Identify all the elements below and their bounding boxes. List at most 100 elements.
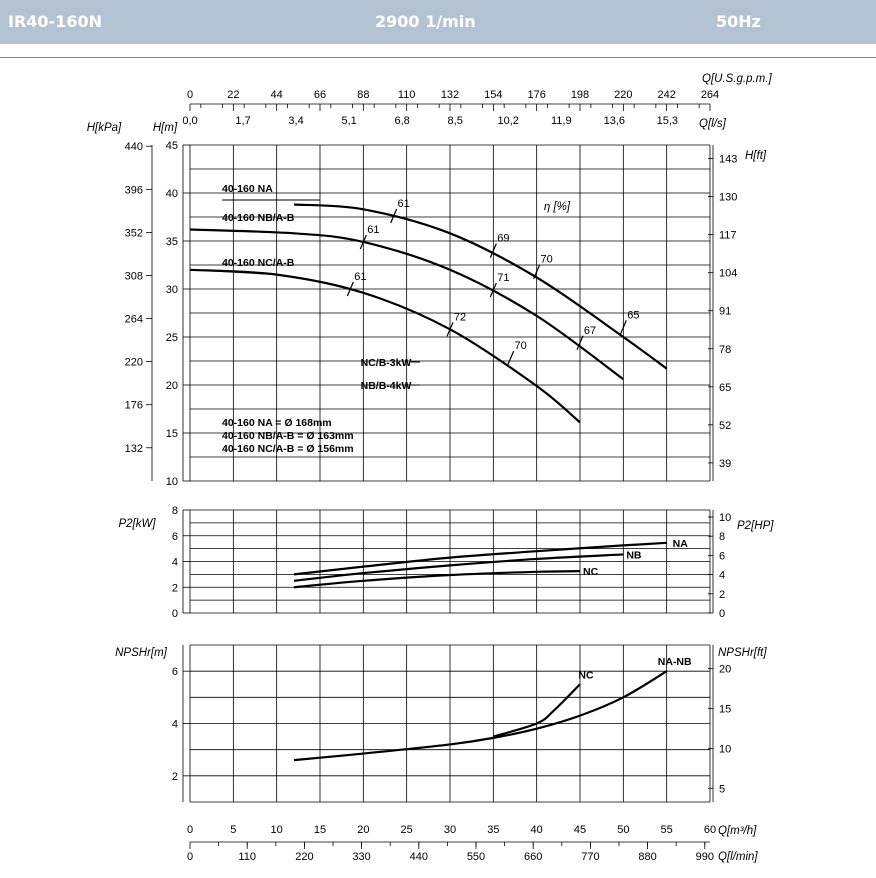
npsh-curve-nc (493, 683, 581, 738)
power-curve-nc (293, 570, 581, 589)
h-kpa-tick-label: 176 (125, 400, 143, 412)
efficiency-mark (507, 350, 515, 366)
npsh-ft-unit-label: NPSHr[ft] (718, 647, 767, 659)
efficiency-mark (489, 243, 497, 258)
efficiency-label: 70 (541, 254, 553, 266)
h-m-tick-label: 20 (166, 380, 178, 392)
ls-tick-label: 6,8 (395, 115, 410, 127)
h-kpa-tick-label: 264 (125, 314, 143, 326)
p2-hp-tick-label: 6 (719, 550, 725, 562)
m3h-tick-label: 45 (574, 824, 586, 836)
motor-label-nb: NB/B-4kW (361, 380, 412, 392)
h-ft-tick-label: 65 (719, 382, 731, 394)
p2-kw-tick-label: 0 (172, 608, 178, 620)
p2-hp-tick-label: 0 (719, 608, 725, 620)
efficiency-mark (390, 208, 398, 224)
power-label-nc: NC (583, 566, 599, 578)
ls-tick-label: 8,5 (448, 115, 463, 127)
npsh-m-tick-label: 4 (172, 719, 178, 731)
nb-lead-line (189, 228, 295, 234)
h-ft-tick-label: 104 (719, 268, 737, 280)
power-curve-na (293, 541, 667, 576)
lmin-tick-label: 770 (581, 851, 599, 863)
efficiency-label: 65 (627, 309, 639, 321)
usgpm-tick-label: 66 (314, 89, 326, 101)
h-kpa-tick-label: 220 (125, 357, 143, 369)
p2-hp-tick-label: 4 (719, 570, 725, 582)
header-bar: IR40-160N 2900 1/min 50Hz (0, 0, 876, 44)
h-kpa-unit-label: H[kPa] (87, 122, 122, 134)
h-ft-tick-label: 78 (719, 344, 731, 356)
usgpm-tick-label: 132 (441, 89, 459, 101)
npsh-label-na-nb: NA-NB (658, 656, 692, 668)
efficiency-mark (359, 234, 367, 250)
p2-kw-tick-label: 2 (172, 582, 178, 594)
p2-hp-tick-label: 8 (719, 531, 725, 543)
m3h-tick-label: 25 (401, 824, 413, 836)
lmin-tick-label: 220 (295, 851, 313, 863)
npsh-curve-na-nb (293, 670, 668, 762)
efficiency-label: 72 (454, 311, 466, 323)
pump-speed: 2900 1/min (375, 12, 476, 31)
pump-frequency: 50Hz (716, 12, 761, 31)
npsh-m-tick-label: 6 (172, 666, 178, 678)
lmin-tick-label: 0 (187, 851, 193, 863)
h-ft-tick-label: 130 (719, 192, 737, 204)
usgpm-tick-label: 110 (398, 89, 416, 101)
h-m-tick-label: 45 (166, 140, 178, 152)
h-m-tick-label: 40 (166, 188, 178, 200)
usgpm-unit-label: Q[U.S.g.p.m.] (702, 73, 772, 85)
usgpm-tick-label: 88 (357, 89, 369, 101)
ls-tick-label: 13,6 (604, 115, 625, 127)
h-ft-tick-label: 117 (719, 230, 737, 242)
efficiency-mark (346, 281, 354, 297)
efficiency-mark (533, 264, 541, 279)
h-m-tick-label: 30 (166, 284, 178, 296)
efficiency-label: 61 (398, 198, 410, 210)
efficiency-mark (576, 335, 584, 350)
lmin-tick-label: 990 (696, 851, 714, 863)
efficiency-label: 70 (515, 340, 527, 352)
m3h-tick-label: 35 (487, 824, 499, 836)
efficiency-label: 71 (497, 272, 509, 284)
usgpm-tick-label: 0 (187, 89, 193, 101)
m3h-tick-label: 60 (704, 824, 716, 836)
p2-hp-unit-label: P2[HP] (737, 520, 774, 532)
p2-kw-tick-label: 6 (172, 531, 178, 543)
h-kpa-tick-label: 308 (125, 270, 143, 282)
npsh-ft-tick-label: 10 (719, 743, 731, 755)
p2-hp-tick-label: 10 (719, 512, 731, 524)
ls-unit-label: Q[l/s] (699, 118, 727, 130)
usgpm-tick-label: 176 (527, 89, 545, 101)
lmin-tick-label: 880 (638, 851, 656, 863)
m3h-tick-label: 10 (271, 824, 283, 836)
ls-tick-label: 10,2 (498, 115, 519, 127)
p2-kw-unit-label: P2[kW] (118, 518, 156, 530)
p2-hp-tick-label: 2 (719, 589, 725, 601)
efficiency-label: 61 (354, 271, 366, 283)
ls-tick-label: 15,3 (657, 115, 678, 127)
efficiency-label: 67 (584, 325, 596, 337)
usgpm-tick-label: 242 (657, 89, 675, 101)
h-ft-tick-label: 91 (719, 306, 731, 318)
h-kpa-tick-label: 132 (125, 443, 143, 455)
m3h-tick-label: 50 (617, 824, 629, 836)
efficiency-mark (446, 322, 454, 337)
ls-tick-label: 3,4 (288, 115, 303, 127)
h-kpa-tick-label: 440 (125, 141, 143, 153)
m3h-tick-label: 15 (314, 824, 326, 836)
npsh-ft-tick-label: 5 (719, 783, 725, 795)
h-m-tick-label: 35 (166, 236, 178, 248)
lmin-tick-label: 550 (467, 851, 485, 863)
head-curve-nc (189, 268, 581, 424)
h-ft-tick-label: 39 (719, 458, 731, 470)
m3h-tick-label: 5 (230, 824, 236, 836)
lmin-tick-label: 440 (410, 851, 428, 863)
efficiency-mark (489, 282, 497, 298)
lmin-unit-label: Q[l/min] (718, 851, 758, 863)
lmin-tick-label: 660 (524, 851, 542, 863)
h-ft-tick-label: 143 (719, 154, 737, 166)
label-40-160-na: 40-160 NA (222, 183, 273, 195)
diameter-nb: 40-160 NB/A-B = Ø 163mm (222, 430, 354, 442)
